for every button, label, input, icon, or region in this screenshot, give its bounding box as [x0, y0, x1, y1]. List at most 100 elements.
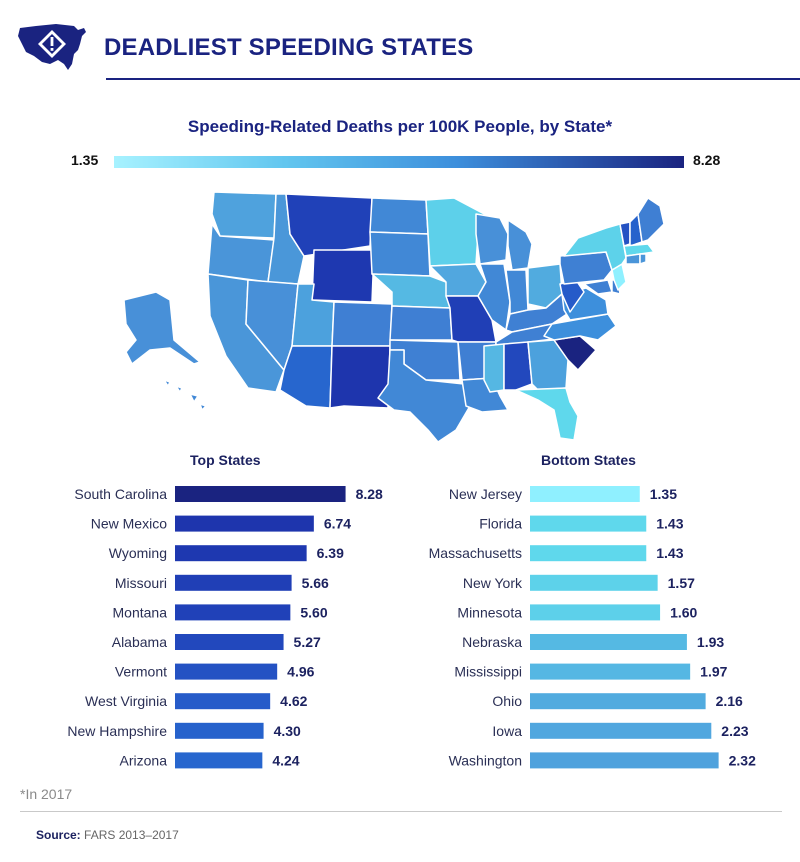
state-north-carolina	[543, 313, 617, 341]
scale-min-label: 1.35	[71, 152, 99, 168]
state-colorado	[331, 301, 393, 347]
top-category-label: West Virginia	[85, 693, 167, 709]
bottom-bar	[530, 545, 647, 562]
bottom-value-label: 1.57	[668, 575, 695, 591]
top-value-label: 6.74	[324, 516, 351, 532]
state-florida	[515, 387, 579, 441]
footnote: *In 2017	[20, 786, 73, 802]
bottom-value-label: 1.43	[656, 516, 683, 532]
bottom-bar	[530, 486, 640, 502]
top-category-label: Arizona	[120, 752, 168, 768]
top-value-label: 4.96	[287, 664, 314, 680]
state-wisconsin	[475, 213, 509, 265]
bottom-value-label: 2.23	[721, 723, 748, 739]
top-category-label: South Carolina	[74, 486, 167, 502]
state-kansas	[389, 305, 453, 341]
top-value-label: 8.28	[356, 486, 383, 502]
bottom-bar	[530, 693, 706, 710]
state-alaska	[123, 291, 201, 365]
bottom-bar	[530, 515, 647, 532]
map-title: Speeding-Related Deaths per 100K People,…	[187, 117, 613, 136]
top-category-label: New Hampshire	[67, 723, 167, 739]
bottom-value-label: 1.97	[700, 664, 727, 680]
top-value-label: 4.24	[272, 752, 299, 768]
state-alabama	[503, 341, 533, 391]
bottom-bar	[530, 752, 719, 769]
bottom-category-label: Iowa	[492, 723, 522, 739]
top-value-label: 5.27	[294, 634, 321, 650]
source-text: FARS 2013–2017	[84, 828, 179, 842]
bottom-category-label: Minnesota	[457, 604, 522, 620]
top-bar	[175, 663, 278, 680]
scale-max-label: 8.28	[693, 152, 721, 168]
top-bar	[175, 693, 271, 710]
top-value-label: 6.39	[317, 545, 344, 561]
bottom-category-label: New York	[463, 575, 523, 591]
source-line: Source: FARS 2013–2017	[36, 828, 179, 842]
state-pennsylvania	[559, 251, 613, 285]
top-category-label: Wyoming	[109, 545, 167, 561]
warning-map-icon	[18, 24, 86, 70]
bottom-category-label: New Jersey	[449, 486, 522, 502]
state-indiana	[505, 269, 529, 315]
top-category-label: New Mexico	[91, 516, 167, 532]
top-value-label: 5.60	[300, 604, 327, 620]
state-massachusetts	[623, 243, 655, 257]
bottom-bar	[530, 574, 658, 591]
bottom-value-label: 1.93	[697, 634, 724, 650]
source-label: Source:	[36, 828, 81, 842]
top-bar	[175, 515, 314, 532]
state-illinois	[477, 263, 511, 331]
top-bar	[175, 604, 291, 621]
state-nebraska	[371, 273, 451, 309]
top-value-label: 4.30	[274, 723, 301, 739]
top-category-label: Vermont	[115, 664, 167, 680]
bottom-bar	[530, 663, 691, 680]
bottom-bar	[530, 722, 712, 739]
top-bar	[175, 722, 264, 739]
top-category-label: Missouri	[115, 575, 167, 591]
state-rhode-island	[639, 253, 647, 265]
bottom-value-label: 2.32	[729, 752, 756, 768]
state-mississippi	[483, 343, 505, 393]
bottom-category-label: Florida	[479, 516, 522, 532]
title-divider	[106, 78, 800, 80]
color-scale-bar	[114, 156, 684, 168]
state-michigan	[507, 219, 533, 271]
top-value-label: 5.66	[302, 575, 329, 591]
bottom-category-label: Mississippi	[454, 664, 522, 680]
state-wyoming	[311, 249, 375, 303]
state-south-dakota	[369, 231, 431, 277]
state-washington	[211, 191, 277, 239]
bottom-value-label: 1.35	[650, 486, 677, 502]
bottom-value-label: 2.16	[716, 693, 743, 709]
top-states-heading: Top States	[190, 452, 261, 468]
top-bar	[175, 574, 292, 591]
state-maine	[637, 197, 665, 243]
top-category-label: Alabama	[112, 634, 167, 650]
bottom-category-label: Ohio	[492, 693, 522, 709]
top-bar	[175, 634, 284, 650]
top-category-label: Montana	[113, 604, 168, 620]
bottom-value-label: 1.43	[656, 545, 683, 561]
state-montana	[285, 193, 373, 257]
bottom-value-label: 1.60	[670, 604, 697, 620]
state-new-mexico	[329, 345, 391, 409]
bottom-category-label: Nebraska	[462, 634, 522, 650]
bottom-category-label: Massachusetts	[429, 545, 522, 561]
state-north-dakota	[369, 197, 429, 235]
top-bar	[175, 486, 346, 502]
bar-charts: South Carolina 8.28 New Mexico 6.74 Wyoming 6…	[67, 486, 756, 769]
bottom-category-label: Washington	[449, 752, 522, 768]
bottom-states-heading: Bottom States	[541, 452, 636, 468]
top-bar	[175, 752, 263, 769]
top-bar	[175, 545, 307, 562]
us-choropleth-map	[123, 191, 665, 443]
footer-divider	[20, 811, 782, 812]
bottom-bar	[530, 634, 687, 650]
top-value-label: 4.62	[280, 693, 307, 709]
state-connecticut	[625, 253, 641, 265]
state-hawaii	[163, 379, 207, 411]
state-texas	[377, 349, 471, 443]
page-title: DEADLIEST SPEEDING STATES	[104, 34, 474, 61]
